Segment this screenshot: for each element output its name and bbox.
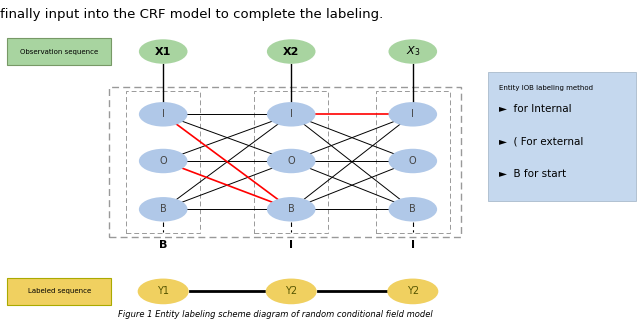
Circle shape [138,279,189,304]
Circle shape [388,102,437,127]
Text: Labeled sequence: Labeled sequence [28,289,91,294]
Circle shape [266,279,317,304]
Text: Entity IOB labeling method: Entity IOB labeling method [499,85,593,90]
Circle shape [139,149,188,173]
Text: I: I [412,109,414,119]
Text: B: B [159,240,168,250]
Circle shape [139,197,188,222]
Circle shape [388,197,437,222]
Text: Figure 1 Entity labeling scheme diagram of random conditional field model: Figure 1 Entity labeling scheme diagram … [118,310,433,319]
Text: I: I [290,109,292,119]
Text: Y2: Y2 [285,286,297,297]
Text: X2: X2 [283,46,300,57]
Text: X1: X1 [155,46,172,57]
Circle shape [388,149,437,173]
Circle shape [387,279,438,304]
Text: ►  ( For external: ► ( For external [499,137,584,147]
Text: finally input into the CRF model to complete the labeling.: finally input into the CRF model to comp… [1,8,383,21]
Circle shape [267,197,316,222]
Circle shape [267,102,316,127]
Text: I: I [411,240,415,250]
Text: B: B [288,204,294,214]
FancyBboxPatch shape [7,278,111,305]
Circle shape [388,39,437,64]
Text: Observation sequence: Observation sequence [20,49,99,54]
Text: ►  for Internal: ► for Internal [499,104,572,115]
FancyBboxPatch shape [7,38,111,65]
Circle shape [139,39,188,64]
FancyBboxPatch shape [488,72,636,201]
Text: B: B [410,204,416,214]
Text: O: O [409,156,417,166]
Text: I: I [162,109,164,119]
Text: $X_3$: $X_3$ [406,45,420,58]
Circle shape [267,149,316,173]
Text: I: I [289,240,293,250]
Text: Y1: Y1 [157,286,169,297]
Text: O: O [159,156,167,166]
Text: O: O [287,156,295,166]
Text: Y2: Y2 [407,286,419,297]
Circle shape [139,102,188,127]
Text: ►  B for start: ► B for start [499,169,566,179]
Circle shape [267,39,316,64]
Text: B: B [160,204,166,214]
